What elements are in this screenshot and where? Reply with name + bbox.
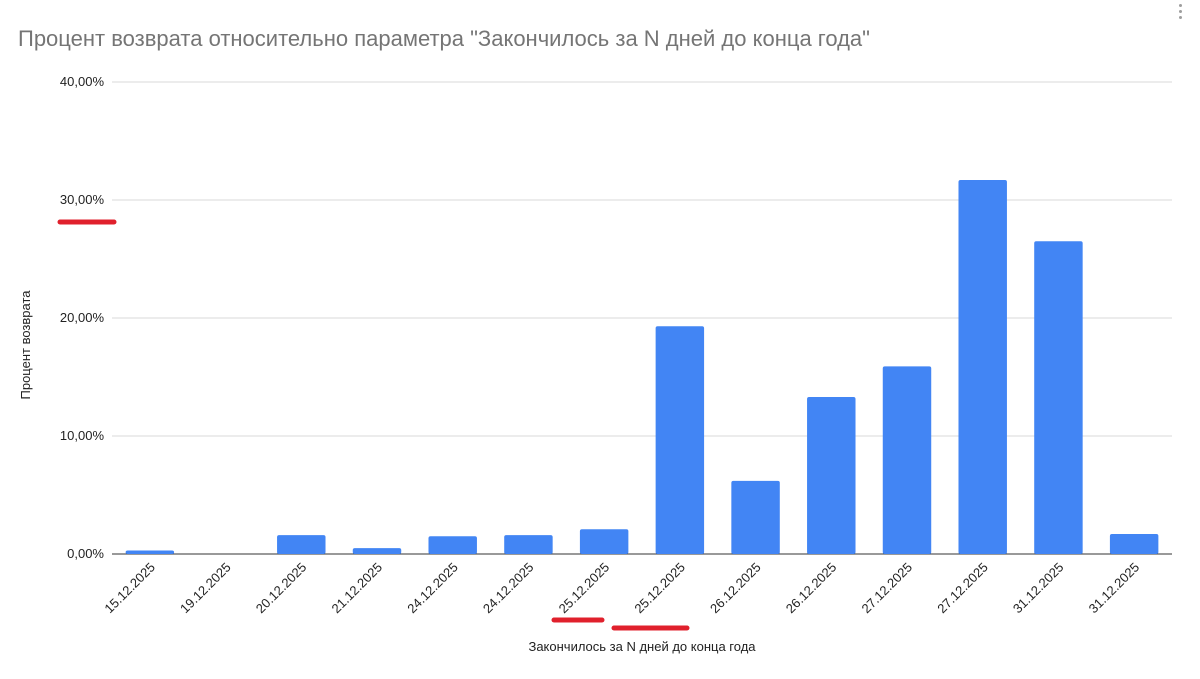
y-tick-label: 30,00%	[60, 192, 105, 207]
y-tick-label: 20,00%	[60, 310, 105, 325]
bar[interactable]	[655, 326, 705, 554]
bar[interactable]	[731, 480, 780, 554]
x-tick-label: 25.12.2025	[556, 560, 613, 617]
x-tick-label: 31.12.2025	[1010, 560, 1067, 617]
annotations	[57, 219, 690, 631]
x-tick-label: 26.12.2025	[707, 560, 764, 617]
x-tick-label: 25.12.2025	[631, 560, 688, 617]
y-axis-title: Процент возврата	[18, 290, 33, 400]
more-options-icon[interactable]	[1178, 4, 1184, 24]
y-tick-label: 10,00%	[60, 428, 105, 443]
y-tick-label: 40,00%	[60, 74, 105, 89]
bars	[125, 179, 1159, 555]
chart-title: Процент возврата относительно параметра …	[18, 26, 870, 51]
bar[interactable]	[882, 366, 932, 554]
x-tick-label: 20.12.2025	[253, 560, 310, 617]
bar[interactable]	[579, 529, 629, 554]
x-tick-label: 21.12.2025	[328, 560, 385, 617]
bar[interactable]	[958, 179, 1007, 554]
x-axis-ticks: 15.12.2025 19.12.2025 20.12.2025 21.12.2025…	[101, 560, 1142, 617]
x-tick-label: 27.12.2025	[858, 560, 915, 617]
bar[interactable]	[807, 397, 856, 554]
x-axis-title: Закончилось за N дней до конца года	[528, 639, 756, 654]
x-tick-label: 26.12.2025	[783, 560, 840, 617]
x-tick-label: 15.12.2025	[101, 560, 158, 617]
x-tick-label: 19.12.2025	[177, 560, 234, 617]
gridlines	[112, 81, 1172, 555]
bar[interactable]	[1034, 241, 1083, 555]
x-tick-label: 27.12.2025	[934, 560, 991, 617]
x-tick-label: 31.12.2025	[1086, 560, 1143, 617]
y-axis-ticks: 0,00% 10,00% 20,00% 30,00% 40,00%	[60, 74, 105, 561]
bar[interactable]	[428, 536, 477, 554]
bar[interactable]	[125, 550, 175, 554]
bar[interactable]	[1109, 533, 1159, 554]
bar[interactable]	[352, 548, 402, 554]
bar[interactable]	[277, 535, 326, 554]
x-tick-label: 24.12.2025	[404, 560, 461, 617]
bar[interactable]	[504, 535, 553, 554]
x-tick-label: 24.12.2025	[480, 560, 537, 617]
y-tick-label: 0,00%	[67, 546, 104, 561]
